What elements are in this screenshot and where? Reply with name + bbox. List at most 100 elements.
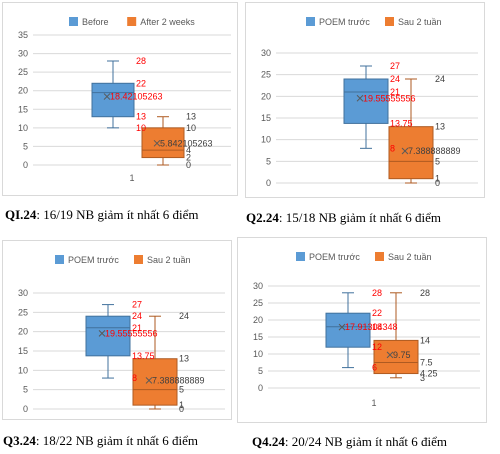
caption-code: QI.24 xyxy=(5,207,37,222)
data-label: 28 xyxy=(420,288,430,298)
chart-panel-q4: POEM trước Sau 2 tuần 0 5 10 15 20 25 30 1 28 22 18 1… xyxy=(237,237,487,423)
data-label: 1 xyxy=(179,400,184,410)
data-label: 24 xyxy=(435,74,445,84)
box-plot-q2: POEM trước Sau 2 tuần05101520253027242119… xyxy=(261,17,478,188)
caption-code: Q2.24 xyxy=(246,210,279,225)
mean-marker xyxy=(386,351,394,359)
box-plot-q4: POEM trước Sau 2 tuần05101520253012822181… xyxy=(253,252,480,408)
y-tick-label: 15 xyxy=(18,104,28,114)
caption-code: Q4.24 xyxy=(252,434,285,449)
data-label: 5 xyxy=(435,156,440,166)
y-tick-label: 30 xyxy=(18,49,28,59)
data-label: 27 xyxy=(390,61,400,71)
data-label: 8 xyxy=(132,373,137,383)
data-label: 8 xyxy=(390,143,395,153)
y-tick-label: 30 xyxy=(253,281,263,291)
data-label: 27 xyxy=(132,300,142,310)
data-label: 10 xyxy=(136,123,146,133)
y-tick-label: 20 xyxy=(18,86,28,96)
y-tick-label: 20 xyxy=(253,315,263,325)
legend-swatch xyxy=(69,17,78,26)
legend-label: Before xyxy=(82,17,109,27)
data-label: 0 xyxy=(179,404,184,414)
caption-text: : 16/19 NB giảm ít nhất 6 điểm xyxy=(36,207,199,222)
data-label: 9.75 xyxy=(393,350,411,360)
data-label: 28 xyxy=(372,288,382,298)
y-tick-label: 5 xyxy=(266,156,271,166)
data-label: 18.42105263 xyxy=(110,92,163,102)
data-label: 0 xyxy=(435,178,440,188)
y-tick-label: 15 xyxy=(253,332,263,342)
data-label: 13 xyxy=(136,112,146,122)
mean-marker xyxy=(401,147,409,155)
data-label: 7.388888889 xyxy=(408,146,461,156)
data-label: 17.91304348 xyxy=(345,322,398,332)
y-tick-label: 25 xyxy=(261,70,271,80)
box-series-after xyxy=(373,292,419,379)
legend: Before After 2 weeks xyxy=(69,17,195,27)
legend-swatch xyxy=(375,252,384,261)
box-series-before xyxy=(85,304,131,379)
y-tick-label: 30 xyxy=(18,288,28,298)
box-series-before xyxy=(325,292,371,369)
legend-swatch xyxy=(385,17,394,26)
y-tick-label: 10 xyxy=(18,365,28,375)
data-label: 19.55555556 xyxy=(363,93,416,103)
y-tick-label: 15 xyxy=(261,113,271,123)
y-tick-label: 25 xyxy=(18,67,28,77)
legend: POEM trước Sau 2 tuần xyxy=(296,252,432,262)
data-label: 22 xyxy=(372,308,382,318)
legend-label: After 2 weeks xyxy=(140,17,195,27)
data-label: 10 xyxy=(186,123,196,133)
chart-panel-q1: Before After 2 weeks 0 5 10 15 20 25 30 35 1 28 22 18… xyxy=(2,2,238,196)
data-label: 13 xyxy=(179,354,189,364)
legend-label: Sau 2 tuần xyxy=(147,255,191,265)
x-tick-label: 1 xyxy=(129,173,134,183)
legend-swatch xyxy=(306,17,315,26)
caption-q2: Q2.24: 15/18 NB giảm ít nhất 6 điểm xyxy=(246,210,441,226)
mean-marker xyxy=(145,377,153,384)
y-tick-label: 20 xyxy=(18,327,28,337)
data-label: 4 xyxy=(186,145,191,155)
legend-label: Sau 2 tuần xyxy=(398,17,442,27)
legend-swatch xyxy=(55,255,64,264)
box-plot-q1: Before After 2 weeks051015202530351282218… xyxy=(18,17,231,183)
legend-label: Sau 2 tuần xyxy=(388,252,432,262)
caption-q3: Q3.24: 18/22 NB giảm ít nhất 6 điểm xyxy=(3,433,198,449)
caption-q1: QI.24: 16/19 NB giảm ít nhất 6 điểm xyxy=(5,207,199,223)
caption-text: : 18/22 NB giảm ít nhất 6 điểm xyxy=(35,433,199,448)
box-series-after xyxy=(132,315,178,410)
box-iqr xyxy=(388,126,434,180)
data-label: 21 xyxy=(132,323,142,333)
data-label: 0 xyxy=(186,160,191,170)
data-label: 18 xyxy=(372,322,382,332)
data-label: 1 xyxy=(435,174,440,184)
caption-text: : 20/24 NB giảm ít nhất 6 điểm xyxy=(284,434,448,449)
mean-marker xyxy=(338,323,346,331)
caption-text: : 15/18 NB giảm ít nhất 6 điểm xyxy=(278,210,442,225)
data-label: 24 xyxy=(390,74,400,84)
data-label: 12 xyxy=(372,342,382,352)
legend: POEM trước Sau 2 tuần xyxy=(306,17,442,27)
y-tick-label: 5 xyxy=(258,366,263,376)
y-tick-label: 35 xyxy=(18,30,28,40)
data-label: 13 xyxy=(435,122,445,132)
data-label: 6 xyxy=(372,363,377,373)
data-label: 13.75 xyxy=(132,351,155,361)
y-tick-label: 25 xyxy=(253,298,263,308)
y-tick-label: 10 xyxy=(253,349,263,359)
data-label: 22 xyxy=(136,78,146,88)
data-label: 24 xyxy=(179,311,189,321)
data-label: 7.5 xyxy=(420,358,433,368)
box-series-after xyxy=(141,116,185,166)
chart-panel-q3: POEM trước Sau 2 tuần 0 5 10 15 20 25 30 27 24 21 19… xyxy=(2,240,232,420)
data-label: 2 xyxy=(186,153,191,163)
x-tick-label: 1 xyxy=(371,398,376,408)
y-tick-label: 0 xyxy=(258,383,263,393)
chart-panel-q2: POEM trước Sau 2 tuần 0 5 10 15 20 25 30 27 24 21 19… xyxy=(245,2,485,198)
y-tick-label: 5 xyxy=(23,385,28,395)
y-tick-label: 10 xyxy=(261,135,271,145)
box-iqr xyxy=(141,127,185,159)
data-label: 7.388888889 xyxy=(152,375,205,385)
data-label: 4.25 xyxy=(420,369,438,379)
